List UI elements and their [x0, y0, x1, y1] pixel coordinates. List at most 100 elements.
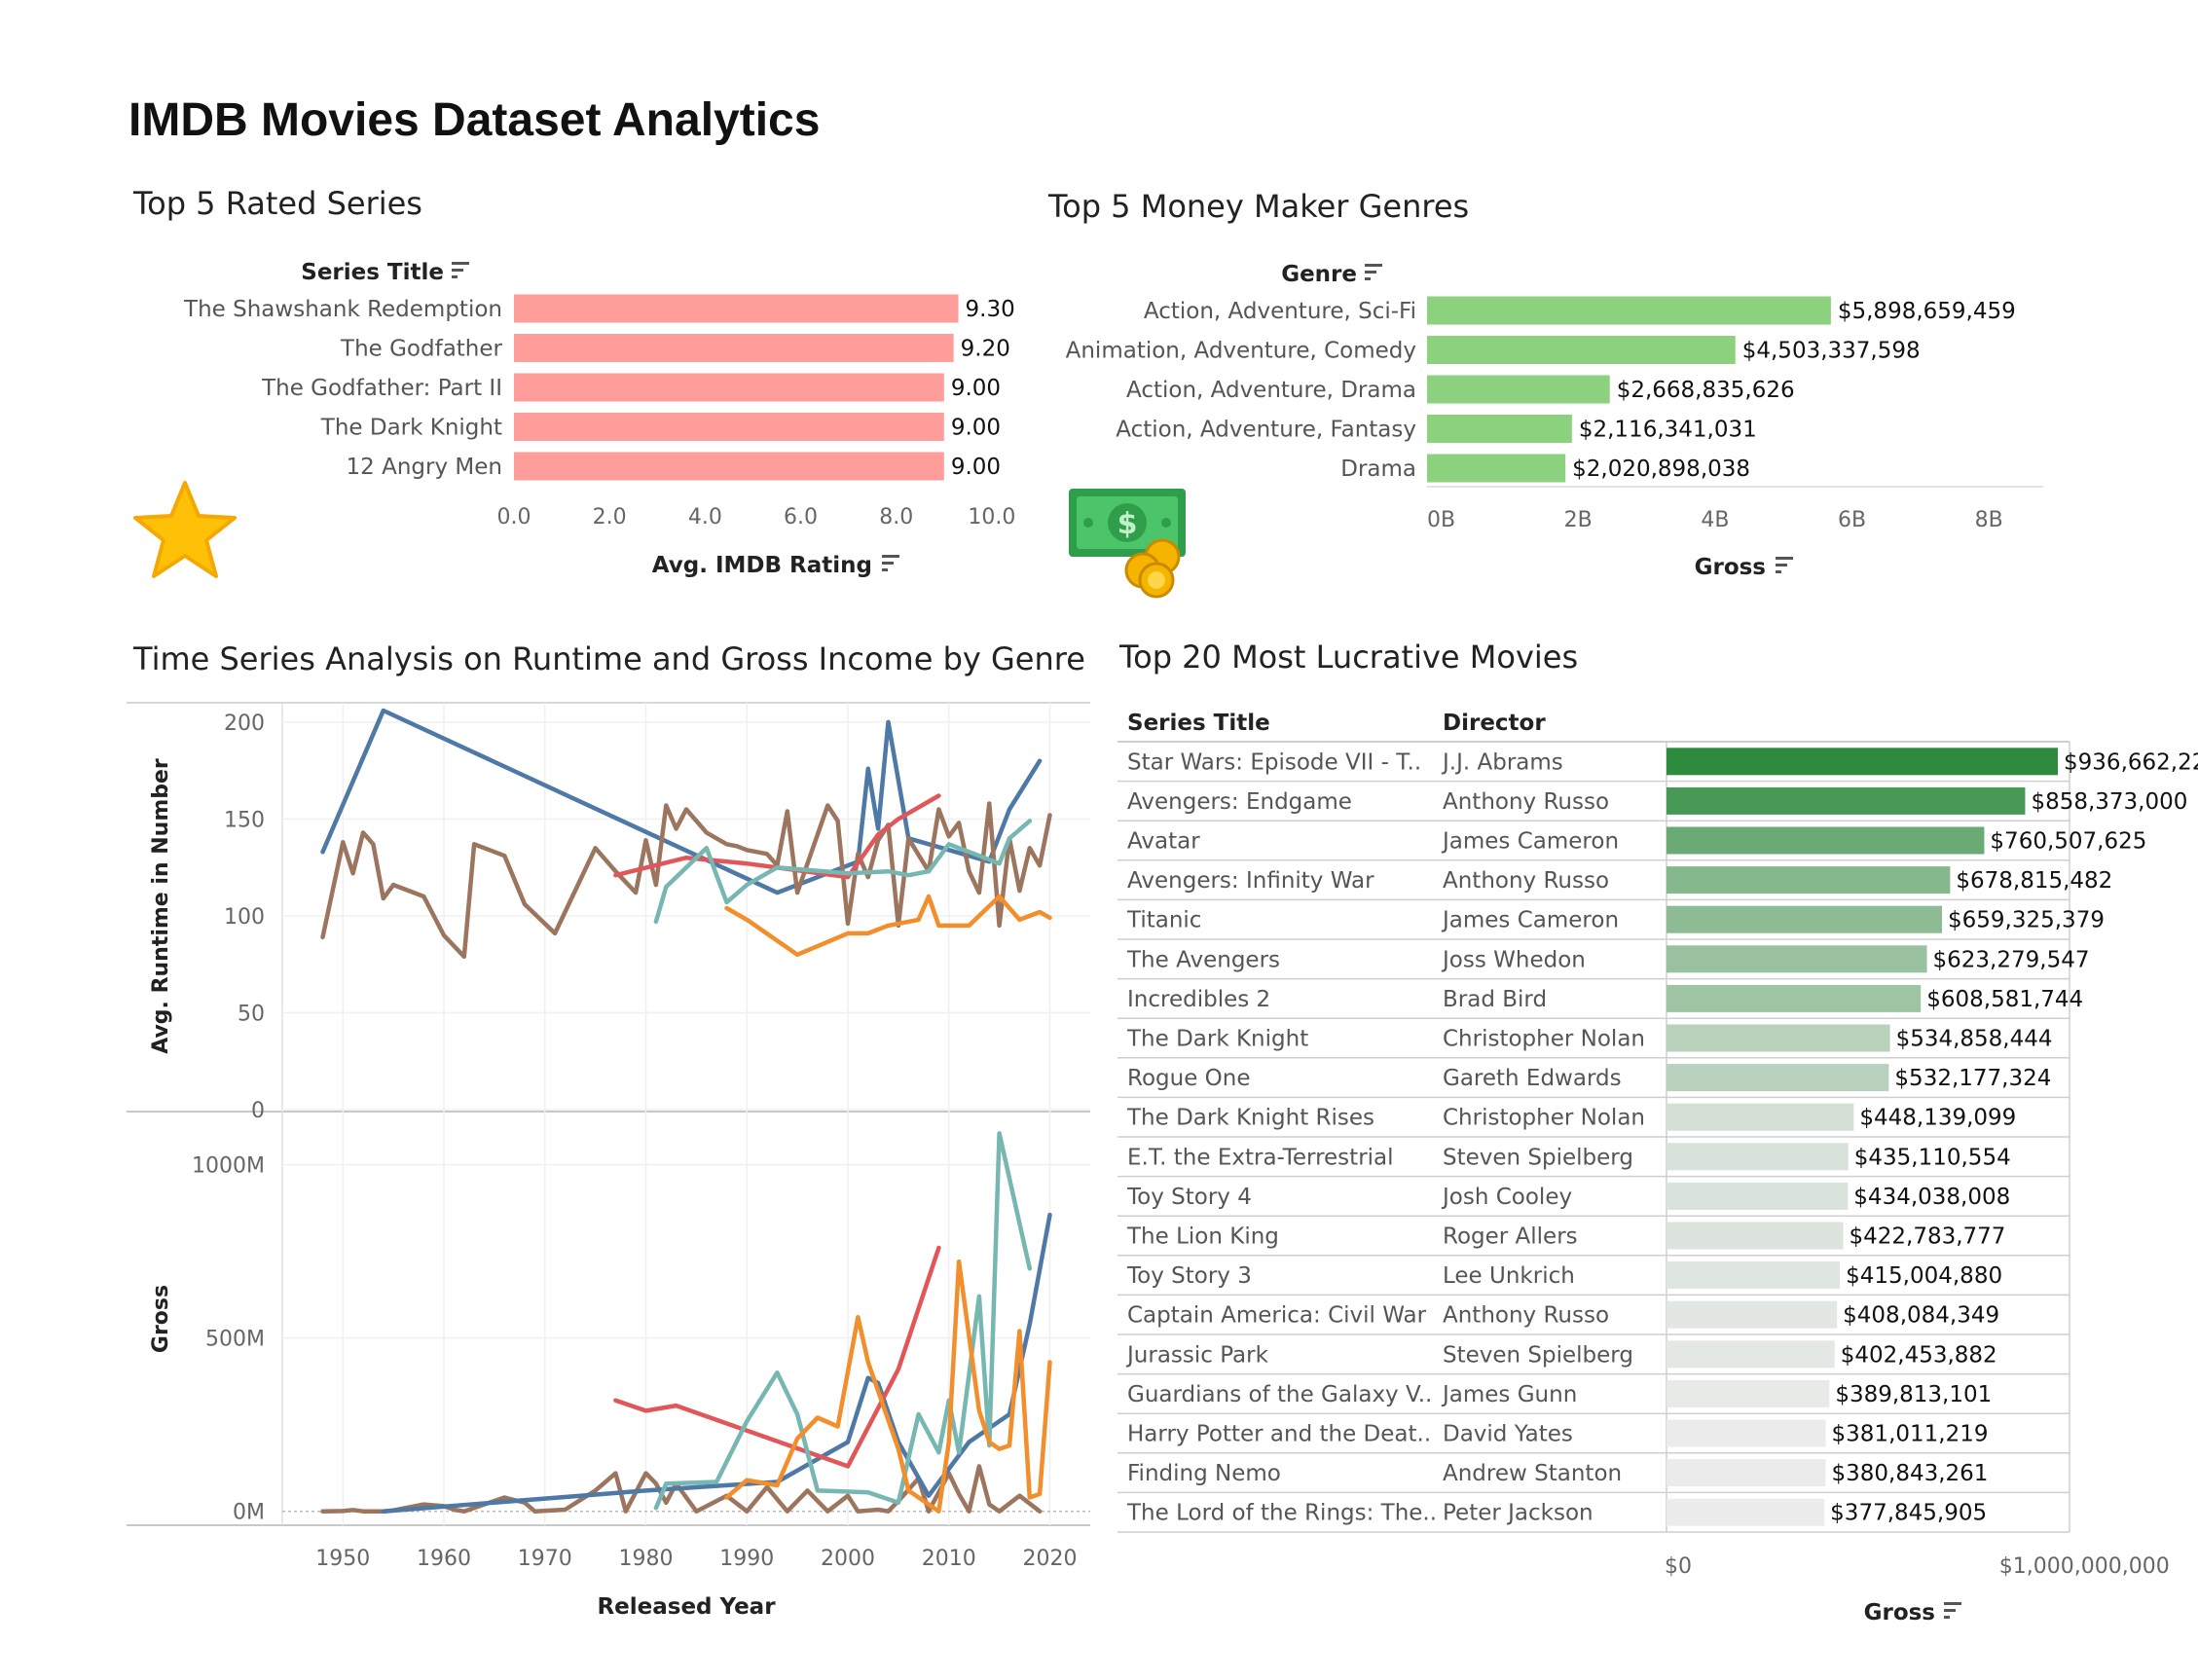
series-line — [724, 1259, 1052, 1514]
gross-label: $534,858,444 — [1896, 1027, 2053, 1052]
y-tick-label: 100 — [224, 905, 265, 930]
gross-label: $422,783,777 — [1849, 1224, 2005, 1250]
movie-title: Incredibles 2 — [1127, 987, 1270, 1012]
x-tick-label: 2000 — [821, 1547, 875, 1571]
movie-title: Toy Story 4 — [1126, 1185, 1252, 1210]
x-tick-label: $1,000,000,000 — [1999, 1554, 2170, 1579]
sort-line — [1944, 1609, 1956, 1612]
data-label: $2,020,898,038 — [1572, 457, 1750, 482]
gross-label: $435,110,554 — [1854, 1145, 2011, 1170]
y-tick-label: 500M — [205, 1328, 265, 1352]
money-genres-title: Top 5 Money Maker Genres — [1048, 188, 1470, 225]
dashboard-title: IMDB Movies Dataset Analytics — [128, 94, 821, 146]
gross-bar — [1667, 984, 1922, 1012]
category-label: The Shawshank Redemption — [183, 297, 502, 322]
category-label: The Godfather: Part II — [261, 376, 502, 401]
x-tick-label: 1970 — [518, 1547, 572, 1571]
gross-label: $415,004,880 — [1846, 1263, 2002, 1289]
gross-bar — [1667, 1143, 1849, 1171]
category-label: The Dark Knight — [320, 416, 502, 441]
y-axis-label: Gross — [149, 1285, 173, 1353]
category-label: Action, Adventure, Sci-Fi — [1144, 299, 1416, 324]
movie-title: Avatar — [1127, 829, 1200, 855]
director-name: Steven Spielberg — [1443, 1145, 1633, 1170]
x-axis-label: Gross — [1864, 1600, 1935, 1625]
gross-bar — [1667, 748, 2059, 776]
movie-title: Rogue One — [1127, 1066, 1251, 1091]
director-name: Roger Allers — [1443, 1224, 1578, 1250]
category-label: Drama — [1340, 457, 1416, 482]
gross-label: $659,325,379 — [1948, 908, 2105, 933]
bar — [514, 334, 954, 362]
x-tick-label: 0B — [1427, 508, 1455, 532]
director-name: Steven Spielberg — [1443, 1342, 1633, 1368]
column-header: Director — [1443, 711, 1546, 736]
sort-line — [882, 568, 888, 571]
x-tick-label: 4.0 — [688, 505, 722, 530]
data-label: 9.20 — [961, 337, 1010, 362]
gross-label: $608,581,744 — [1926, 987, 2083, 1012]
gross-bar — [1667, 1340, 1835, 1369]
gross-bar — [1667, 1182, 1849, 1210]
series-line — [320, 1464, 1043, 1514]
gross-bar — [1667, 1498, 1825, 1526]
gross-bar — [1667, 1459, 1826, 1487]
gross-bar — [1667, 1300, 1838, 1329]
column-header: Series Title — [1127, 711, 1270, 736]
gross-label: $402,453,882 — [1841, 1342, 1997, 1368]
movie-title: Star Wars: Episode VII - T.. — [1127, 749, 1421, 775]
y-axis-label: Avg. Runtime in Number — [149, 758, 173, 1054]
gross-bar — [1667, 1419, 1826, 1447]
bar — [1427, 296, 1831, 325]
gross-bar — [1667, 786, 2026, 815]
sort-line — [1365, 264, 1382, 267]
x-tick-label: 1960 — [417, 1547, 471, 1571]
gross-bar — [1667, 1222, 1844, 1250]
gross-bar — [1667, 826, 1985, 855]
top-rated-title: Top 5 Rated Series — [133, 185, 422, 222]
series-line — [653, 819, 1033, 925]
sort-line — [882, 562, 894, 565]
gross-label: $389,813,101 — [1835, 1382, 1992, 1407]
y-tick-label: 0 — [251, 1099, 265, 1123]
sort-icon — [1944, 1602, 1961, 1619]
svg-text:$: $ — [1117, 507, 1138, 541]
sort-line — [1776, 564, 1787, 566]
gross-label: $858,373,000 — [2031, 789, 2187, 815]
gross-bar — [1667, 1024, 1890, 1052]
sort-line — [1776, 570, 1781, 573]
data-label: $5,898,659,459 — [1838, 299, 2016, 324]
x-tick-label: 2020 — [1023, 1547, 1078, 1571]
data-label: $4,503,337,598 — [1742, 339, 1921, 364]
gross-label: $434,038,008 — [1853, 1185, 2010, 1210]
movie-title: Toy Story 3 — [1126, 1263, 1252, 1289]
sort-icon — [882, 555, 899, 571]
sort-line — [1944, 1616, 1950, 1619]
y-tick-label: 150 — [224, 808, 265, 832]
series-line — [653, 1131, 1033, 1511]
director-name: Brad Bird — [1443, 987, 1547, 1012]
x-tick-label: 4B — [1701, 508, 1729, 532]
director-name: Anthony Russo — [1443, 1303, 1609, 1329]
time-series-title: Time Series Analysis on Runtime and Gros… — [133, 640, 1085, 677]
category-label: Action, Adventure, Drama — [1126, 378, 1416, 403]
sort-line — [452, 262, 469, 265]
movie-title: The Dark Knight — [1126, 1027, 1308, 1052]
category-label: Animation, Adventure, Comedy — [1066, 339, 1416, 364]
sort-line — [882, 555, 899, 558]
x-tick-label: 8B — [1975, 508, 2003, 532]
sort-line — [1944, 1602, 1961, 1605]
gross-bar — [1667, 1103, 1854, 1131]
gross-label: $936,662,225 — [2064, 749, 2198, 775]
gross-label: $532,177,324 — [1894, 1066, 2051, 1091]
movie-title: Guardians of the Galaxy V.. — [1127, 1382, 1432, 1407]
x-tick-label: 2010 — [922, 1547, 976, 1571]
director-name: David Yates — [1443, 1422, 1573, 1447]
bar — [514, 452, 944, 481]
gross-label: $380,843,261 — [1831, 1461, 1988, 1486]
sort-icon — [1365, 264, 1382, 280]
x-axis-label: Gross — [1695, 555, 1766, 580]
